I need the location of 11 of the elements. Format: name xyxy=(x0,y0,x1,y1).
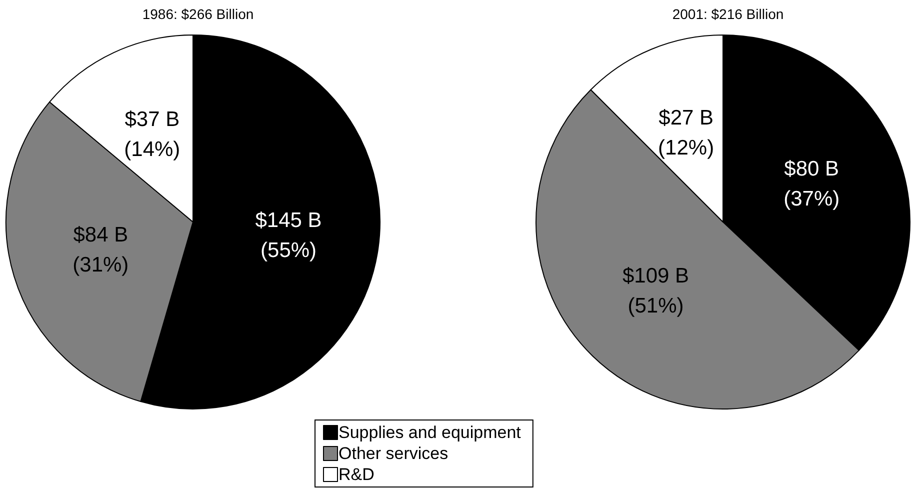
data-label: $37 B (14%) xyxy=(124,108,180,162)
data-label: $27 B (12%) xyxy=(658,106,714,160)
legend-label: Other services xyxy=(338,444,448,463)
slice-label: 2001: $216 Billion xyxy=(672,6,784,22)
data-label: $145 B (55%) xyxy=(255,209,322,262)
data-label: $109 B (51%) xyxy=(622,264,690,318)
data-label: $84 B (31%) xyxy=(72,224,129,277)
data-label: $80 B (37%) xyxy=(784,157,840,210)
slice-label: 1986: $266 Billion xyxy=(142,6,254,22)
legend-label: R&D xyxy=(338,465,374,484)
legend-label: Supplies and equipment xyxy=(338,423,522,442)
